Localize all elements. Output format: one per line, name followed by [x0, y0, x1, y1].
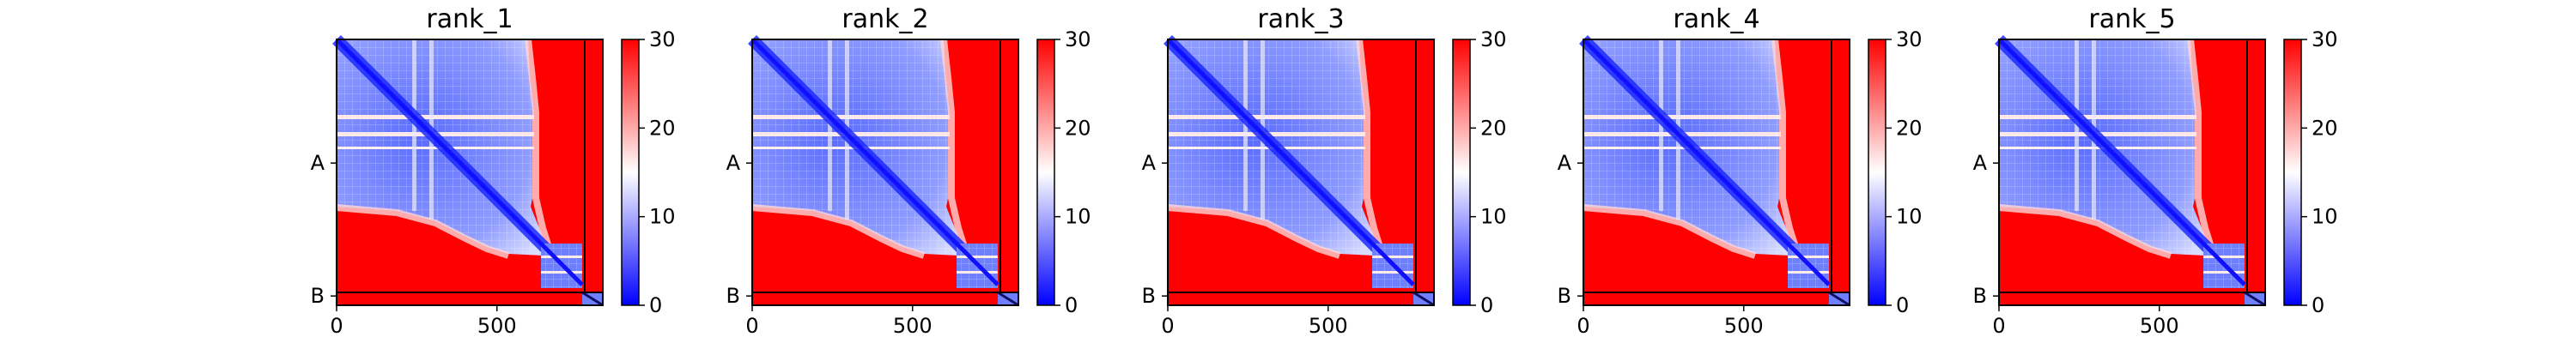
- x-tick-label: 500: [477, 314, 517, 338]
- panel-title: rank_4: [1673, 4, 1759, 34]
- x-tick-label: 0: [1992, 314, 2005, 338]
- y-tick-label: A: [1142, 151, 1157, 175]
- colorbar-tick-label: 10: [649, 205, 676, 229]
- y-tick-label: B: [1142, 284, 1156, 308]
- colorbar-tick-label: 20: [1065, 116, 1091, 140]
- colorbar-tick-label: 30: [1480, 27, 1507, 51]
- colorbar-tick-label: 20: [649, 116, 676, 140]
- colorbar-tick-label: 20: [1896, 116, 1923, 140]
- colorbar-tick-label: 0: [1896, 293, 1909, 317]
- colorbar-tick-label: 0: [1065, 293, 1078, 317]
- y-tick-label: A: [726, 151, 741, 175]
- colorbar: [621, 39, 640, 306]
- y-tick-label: B: [1973, 284, 1987, 308]
- panel-title: rank_3: [1257, 4, 1344, 34]
- axes-frame: [1167, 39, 1435, 306]
- colorbar-tick-label: 20: [2312, 116, 2338, 140]
- colorbar: [1868, 39, 1886, 306]
- axes-frame: [751, 39, 1019, 306]
- y-tick-label: B: [726, 284, 740, 308]
- y-tick-label: B: [311, 284, 325, 308]
- y-tick-label: A: [311, 151, 325, 175]
- x-tick-label: 0: [745, 314, 758, 338]
- colorbar-tick-label: 10: [1896, 205, 1923, 229]
- colorbar-tick-label: 30: [2312, 27, 2338, 51]
- y-tick-label: A: [1973, 151, 1988, 175]
- colorbar-tick-label: 0: [2312, 293, 2324, 317]
- y-tick-label: A: [1558, 151, 1572, 175]
- heatmap-cells: [1999, 39, 2265, 305]
- colorbar-tick-label: 30: [649, 27, 676, 51]
- colorbar-tick-label: 10: [2312, 205, 2338, 229]
- colorbar: [1036, 39, 1055, 306]
- colorbar-tick-label: 0: [649, 293, 662, 317]
- heatmap-cells: [337, 39, 603, 305]
- colorbar: [1452, 39, 1471, 306]
- y-tick-label: B: [1558, 284, 1571, 308]
- colorbar: [2283, 39, 2302, 306]
- x-tick-label: 500: [893, 314, 933, 338]
- axes-frame: [1583, 39, 1850, 306]
- heatmap-cells: [1583, 39, 1850, 305]
- heatmap-cells: [1168, 39, 1434, 305]
- panel-title: rank_2: [841, 4, 928, 34]
- panel-title: rank_5: [2088, 4, 2175, 34]
- x-tick-label: 500: [2140, 314, 2179, 338]
- axes-frame: [336, 39, 604, 306]
- colorbar-tick-label: 10: [1065, 205, 1091, 229]
- colorbar-tick-label: 10: [1480, 205, 1507, 229]
- colorbar-tick-label: 30: [1896, 27, 1923, 51]
- x-tick-label: 500: [1724, 314, 1764, 338]
- colorbar-tick-label: 20: [1480, 116, 1507, 140]
- x-tick-label: 500: [1309, 314, 1348, 338]
- x-tick-label: 0: [330, 314, 343, 338]
- x-tick-label: 0: [1161, 314, 1174, 338]
- colorbar-tick-label: 0: [1480, 293, 1493, 317]
- heatmap-cells: [752, 39, 1018, 305]
- panel-title: rank_1: [426, 4, 513, 34]
- colorbar-tick-label: 30: [1065, 27, 1091, 51]
- axes-frame: [1998, 39, 2266, 306]
- x-tick-label: 0: [1577, 314, 1589, 338]
